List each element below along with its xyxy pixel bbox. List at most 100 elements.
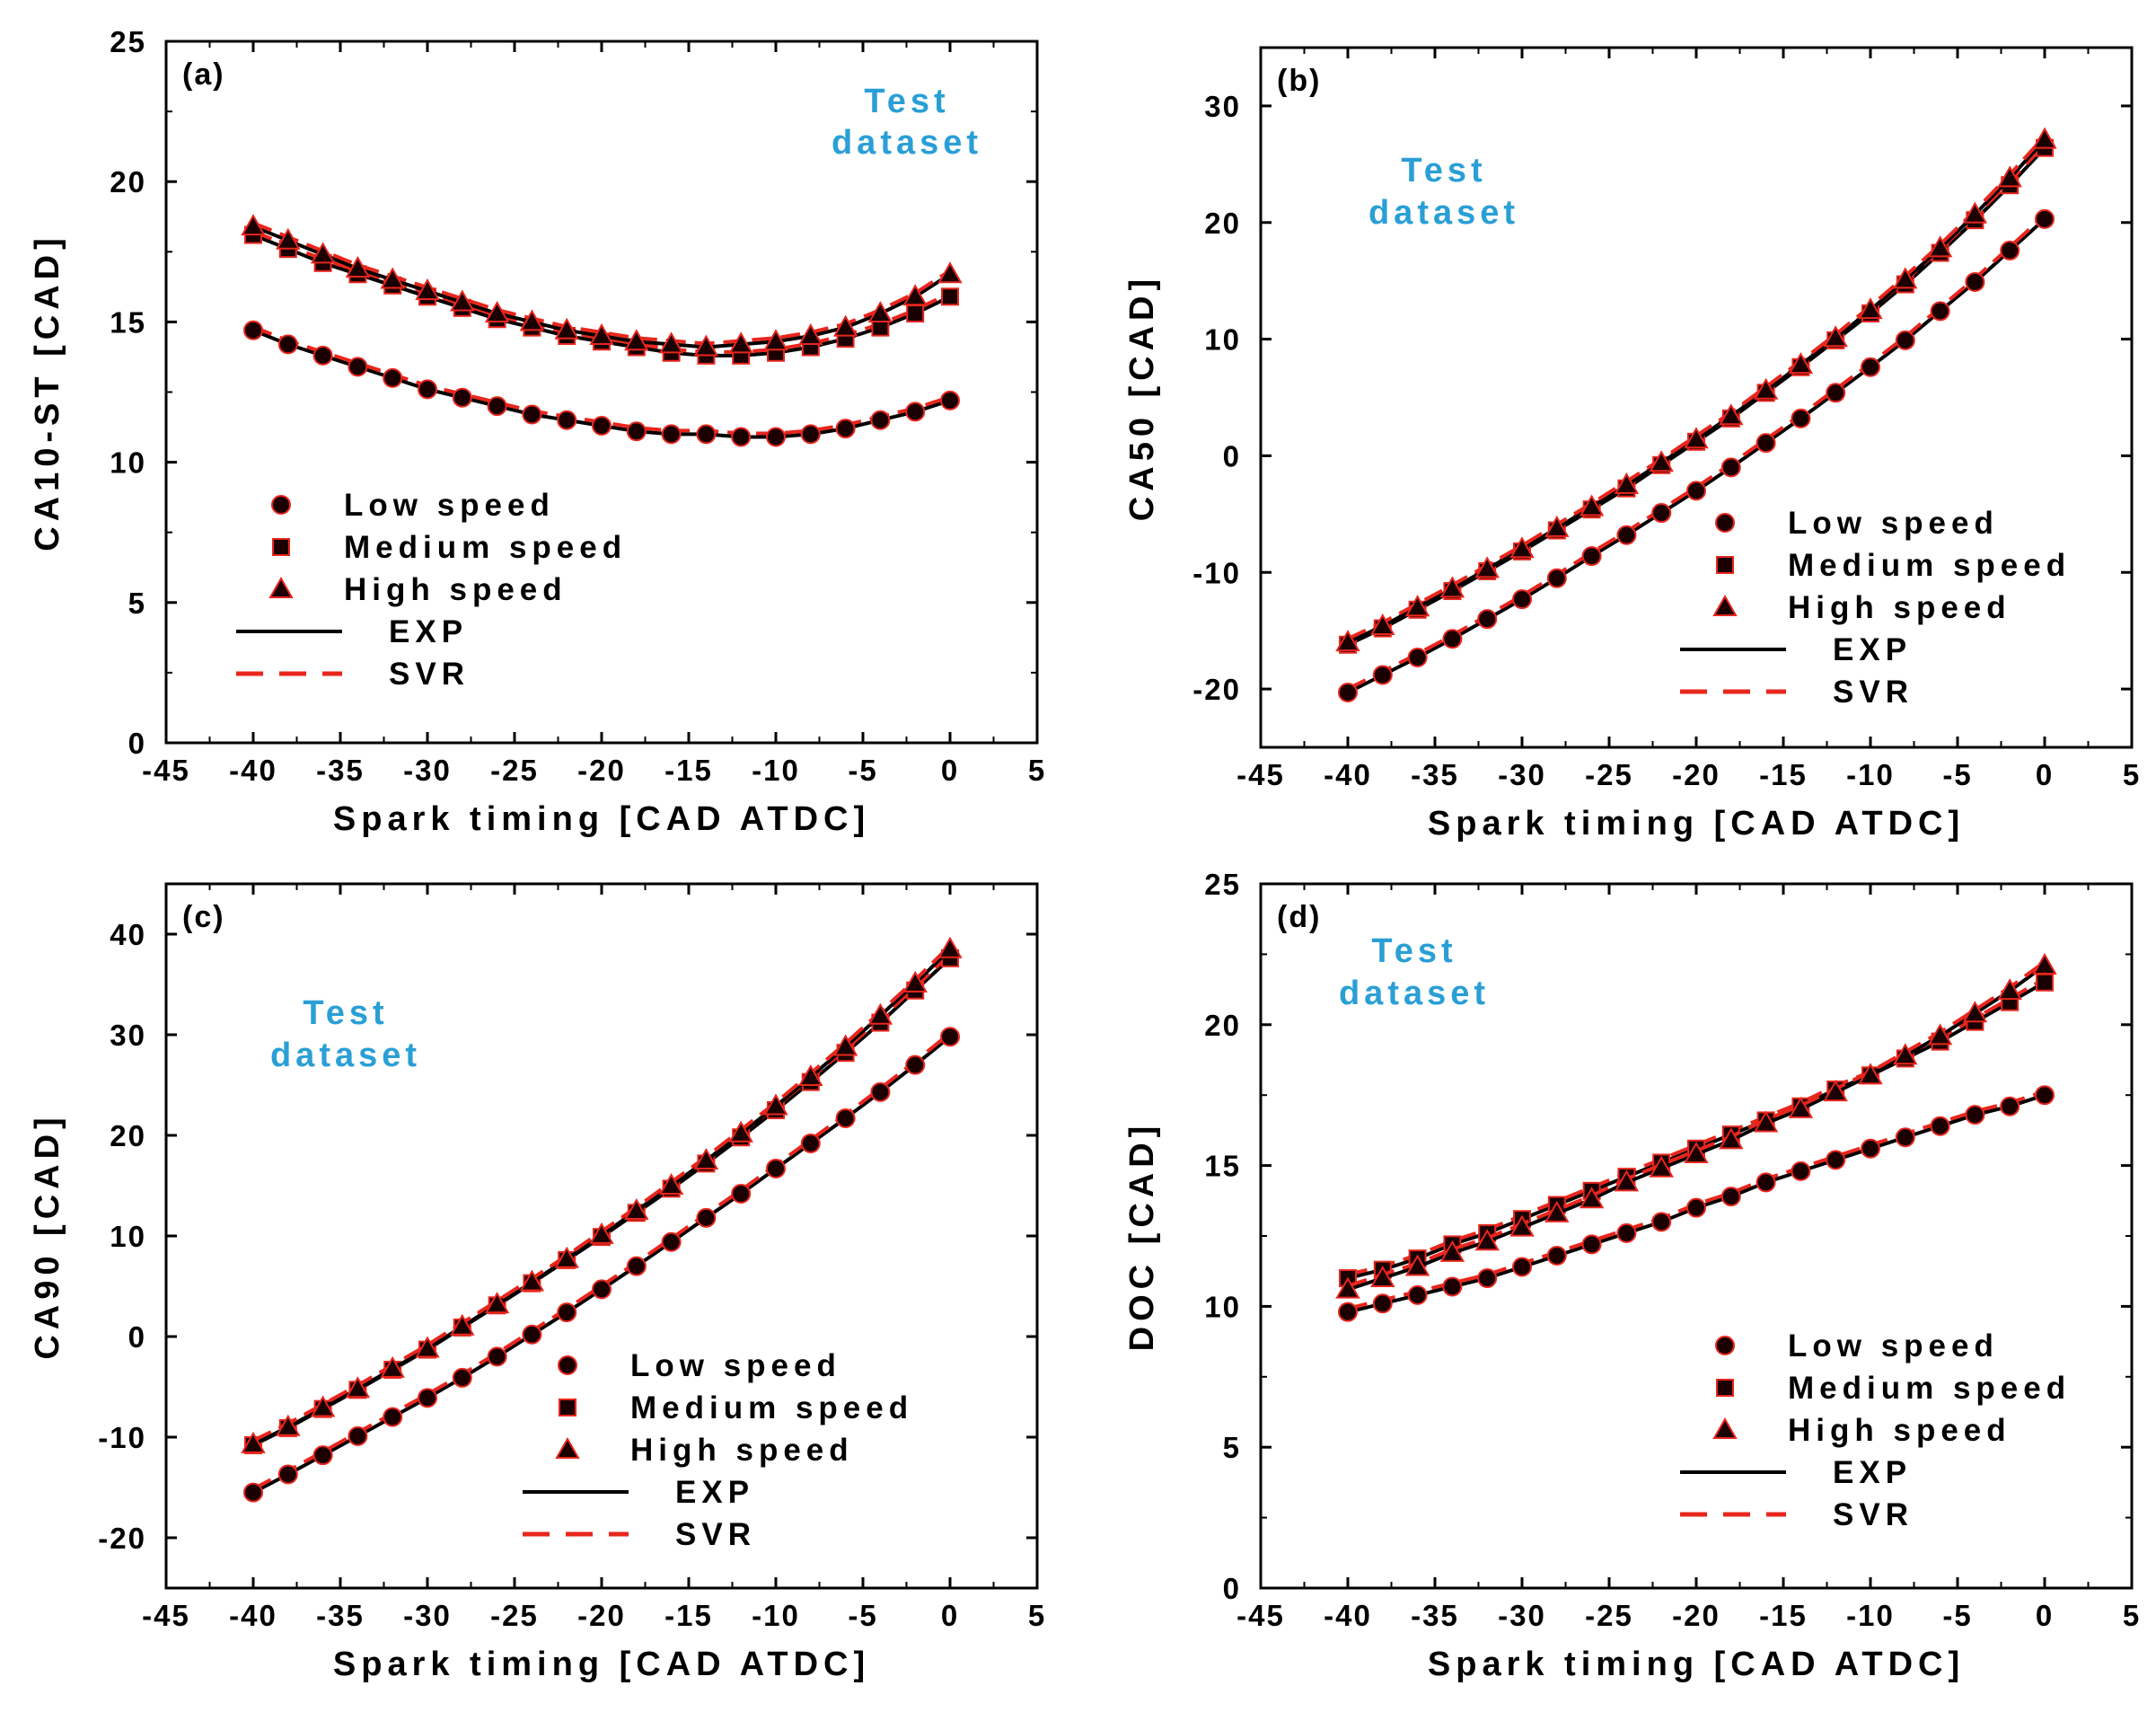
annotation-line-1: Test	[864, 83, 949, 120]
legend-label: SVR	[389, 657, 470, 692]
panel-label: (d)	[1277, 900, 1321, 934]
svr-line	[252, 229, 951, 354]
data-point	[798, 1064, 823, 1087]
annotation-line-1: Test	[303, 994, 388, 1032]
y-tick-label: 40	[110, 918, 146, 951]
data-point	[348, 1425, 368, 1446]
data-point	[1544, 1200, 1570, 1222]
data-point	[1686, 481, 1706, 501]
data-point	[1720, 1187, 1741, 1207]
data-point	[902, 284, 928, 306]
x-tick-label: -35	[1411, 758, 1459, 791]
y-tick-label: 15	[110, 305, 146, 339]
legend-label: Medium speed	[630, 1390, 913, 1425]
data-point	[554, 317, 579, 340]
data-point	[2000, 1096, 2020, 1116]
data-point	[557, 410, 577, 430]
x-tick-label: -25	[1585, 1599, 1633, 1632]
legend-label: Low speed	[344, 488, 555, 523]
data-point	[1370, 1266, 1395, 1288]
x-axis-title: Spark timing [CAD ATDC]	[1428, 805, 1965, 843]
data-point	[835, 419, 856, 439]
y-tick-label: 20	[110, 1119, 146, 1152]
panel-label: (c)	[182, 900, 225, 934]
x-tick-label: -15	[664, 754, 713, 787]
data-point	[763, 1093, 788, 1116]
svr-line	[1347, 977, 2046, 1276]
data-point	[484, 301, 510, 323]
data-point	[277, 1464, 298, 1485]
series-high-speed	[1335, 127, 2057, 652]
y-tick-label: -20	[98, 1522, 146, 1555]
x-tick-label: 5	[2123, 758, 2141, 791]
data-point	[1439, 576, 1465, 598]
y-axis-title: CA90 [CAD]	[29, 1112, 66, 1359]
data-point	[661, 424, 682, 445]
y-tick-label: 10	[110, 1220, 146, 1253]
legend-label: SVR	[675, 1517, 756, 1552]
x-tick-label: -20	[1672, 758, 1720, 791]
legend-marker-triangle	[1712, 594, 1738, 616]
data-point	[1579, 1187, 1605, 1209]
data-point	[1858, 297, 1883, 320]
data-point	[380, 267, 405, 289]
data-point	[2035, 208, 2055, 229]
data-point	[554, 1246, 579, 1268]
data-point	[1791, 408, 1811, 428]
legend-label: High speed	[344, 572, 568, 607]
y-tick-label: 30	[1204, 90, 1241, 123]
legend-label: Low speed	[630, 1348, 841, 1383]
x-tick-label: -20	[577, 754, 626, 787]
legend: Low speed Medium speed High speed EXP SVR	[1680, 1328, 2065, 1532]
legend-marker-triangle	[268, 576, 294, 598]
data-point	[1404, 595, 1430, 617]
data-point	[1338, 682, 1358, 702]
annotation-line-2: dataset	[270, 1037, 421, 1074]
data-point	[380, 1355, 405, 1378]
data-point	[1335, 1276, 1360, 1299]
data-point	[1962, 201, 1988, 224]
legend-label: EXP	[1833, 1455, 1912, 1490]
data-point	[1962, 1001, 1988, 1023]
legend-label: EXP	[675, 1475, 754, 1510]
y-tick-label: 0	[1223, 1572, 1241, 1605]
y-tick-label: 20	[1204, 1009, 1241, 1042]
legend-marker-circle	[1715, 513, 1735, 533]
panel-label: (b)	[1277, 64, 1321, 98]
data-point	[658, 1172, 684, 1195]
x-tick-label: 5	[1028, 1599, 1046, 1632]
data-point	[522, 1324, 542, 1345]
data-point	[696, 1207, 717, 1228]
data-point	[383, 367, 403, 388]
annotation-line-2: dataset	[1339, 975, 1490, 1012]
annotation-line-1: Test	[1371, 932, 1456, 970]
data-point	[241, 214, 266, 236]
y-tick-label: 10	[110, 446, 146, 480]
data-point	[1649, 450, 1674, 472]
data-point	[1861, 1138, 1880, 1159]
data-point	[345, 1376, 371, 1399]
y-tick-label: 5	[1223, 1431, 1241, 1464]
x-tick-label: 0	[941, 754, 959, 787]
data-point	[728, 331, 753, 354]
data-point	[348, 357, 368, 377]
legend-marker-triangle	[555, 1436, 580, 1459]
data-point	[1335, 630, 1360, 652]
data-point	[418, 379, 437, 400]
panel-label: (a)	[182, 57, 225, 92]
x-tick-label: -15	[1759, 758, 1808, 791]
data-point	[2035, 1085, 2055, 1106]
data-point	[2036, 973, 2054, 992]
x-tick-label: -15	[664, 1599, 713, 1632]
x-tick-label: 0	[2036, 758, 2054, 791]
data-point	[1826, 383, 1846, 403]
legend-label: High speed	[1788, 590, 2011, 625]
series-high-speed	[241, 214, 963, 357]
x-tick-label: -5	[1942, 758, 1972, 791]
data-point	[1893, 267, 1918, 289]
data-point	[487, 396, 507, 417]
annotation-line-1: Test	[1401, 152, 1486, 190]
data-point	[937, 261, 963, 284]
data-point	[1858, 1063, 1883, 1085]
data-point	[1826, 1150, 1846, 1170]
